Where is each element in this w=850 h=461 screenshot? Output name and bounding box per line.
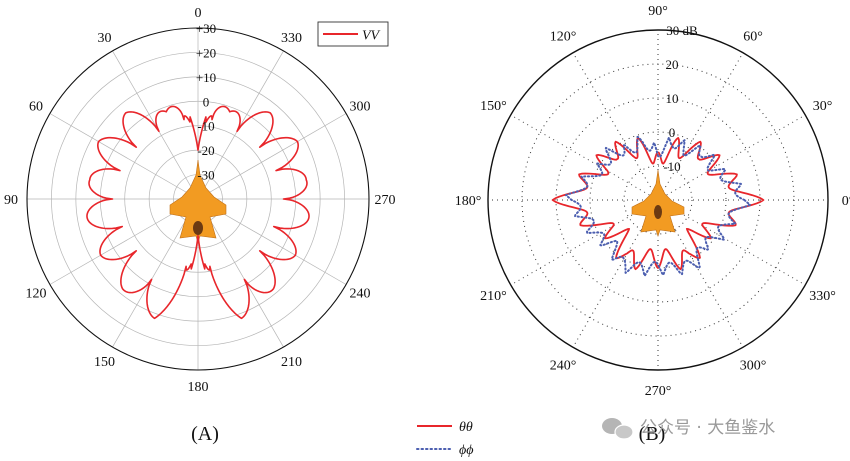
series-line-phi — [564, 135, 752, 277]
angle-label: 150° — [480, 99, 507, 114]
grid-spoke — [510, 199, 659, 286]
radial-tick-label: +30 — [196, 21, 216, 36]
radial-tick-label: 20 — [666, 57, 679, 72]
angle-label: 60° — [743, 29, 763, 44]
grid-spoke — [197, 198, 284, 348]
aircraft-silhouette-icon — [169, 159, 227, 245]
angle-label: 120 — [26, 287, 47, 302]
angle-label: 330 — [281, 31, 302, 46]
outer-ring — [487, 29, 829, 371]
grid-spoke — [197, 113, 347, 200]
angle-label: 90 — [4, 193, 18, 208]
radial-tick-label: -30 — [197, 168, 214, 183]
angle-label: 180° — [455, 194, 482, 209]
grid-spoke — [49, 113, 199, 200]
grid-spoke — [657, 52, 744, 201]
angle-label: 60 — [29, 100, 43, 115]
panel-label-b: (B) — [639, 423, 666, 445]
aircraft-silhouette-icon — [631, 169, 685, 237]
angle-label: 330° — [809, 289, 836, 304]
radial-tick-label: +20 — [196, 45, 216, 60]
panel-label-a: (A) — [191, 423, 219, 445]
polar-chart-b: 30 dB 20 10 0 -10 0° 30° 60° 90° 120° 150° 180° 210… — [416, 4, 850, 458]
grid-spoke — [657, 199, 744, 348]
grid-ring — [555, 97, 761, 303]
angle-label: 30 — [98, 31, 112, 46]
grid-spoke — [572, 199, 659, 348]
series-line-vv — [86, 105, 310, 320]
polar-grid-b — [487, 29, 829, 371]
watermark-text: 公众号 · 大鱼鉴水 — [640, 418, 775, 438]
legend-a: VV — [317, 21, 389, 47]
radial-tick-labels-b: 30 dB 20 10 0 -10 — [663, 23, 698, 174]
radial-tick-label: -10 — [663, 159, 680, 174]
radial-tick-label: +10 — [196, 70, 216, 85]
grid-spoke — [197, 50, 284, 200]
grid-spoke — [112, 50, 199, 200]
outer-ring — [26, 27, 370, 371]
radial-tick-label: 30 dB — [666, 23, 698, 38]
angle-label: 30° — [813, 99, 833, 114]
grid-spoke — [510, 114, 659, 201]
series-group-a — [86, 105, 310, 320]
grid-spoke — [572, 52, 659, 201]
angle-label: 0 — [195, 6, 202, 21]
radial-tick-label: 0 — [203, 94, 210, 109]
angle-labels-b: 0° 30° 60° 90° 120° 150° 180° 210° 240° 270° 300° 3… — [455, 4, 850, 399]
grid-ring — [589, 131, 727, 269]
angle-label: 210° — [480, 289, 507, 304]
wechat-icon — [602, 418, 634, 440]
series-group-b — [551, 135, 765, 277]
radial-tick-label: 10 — [666, 91, 679, 106]
angle-label: 240° — [550, 359, 577, 374]
radial-tick-label: 0 — [669, 125, 676, 140]
grid-spoke — [657, 114, 806, 201]
watermark: 公众号 · 大鱼鉴水 — [602, 418, 775, 440]
angle-label: 270° — [645, 384, 672, 399]
angle-label: 120° — [550, 29, 577, 44]
angle-label: 180 — [188, 380, 209, 395]
angle-label: 270 — [375, 193, 396, 208]
radial-tick-label: -20 — [197, 143, 214, 158]
radial-tick-labels-a: +30 +20 +10 0 -10 -20 -30 — [196, 21, 216, 183]
legend-b: θθ ϕϕ — [416, 420, 474, 458]
angle-label: 300° — [740, 359, 767, 374]
radial-tick-label: -10 — [197, 119, 214, 134]
angle-label: 210 — [281, 355, 302, 370]
grid-ring — [623, 165, 693, 235]
grid-spoke — [657, 199, 806, 286]
legend-label-theta: θθ — [459, 420, 473, 435]
angle-label: 90° — [648, 4, 668, 19]
polar-chart-a: +30 +20 +10 0 -10 -20 -30 0 30 60 90 120 150 180 210 2… — [4, 6, 396, 445]
angle-label: 240 — [349, 287, 370, 302]
grid-spoke — [112, 198, 199, 348]
legend-label-vv: VV — [362, 29, 381, 44]
angle-label: 0° — [842, 194, 850, 209]
angle-label: 150 — [94, 355, 115, 370]
angle-labels-a: 0 30 60 90 120 150 180 210 240 270 300 330 — [4, 6, 396, 395]
legend-label-phi: ϕϕ — [459, 443, 474, 458]
angle-label: 300 — [349, 100, 370, 115]
